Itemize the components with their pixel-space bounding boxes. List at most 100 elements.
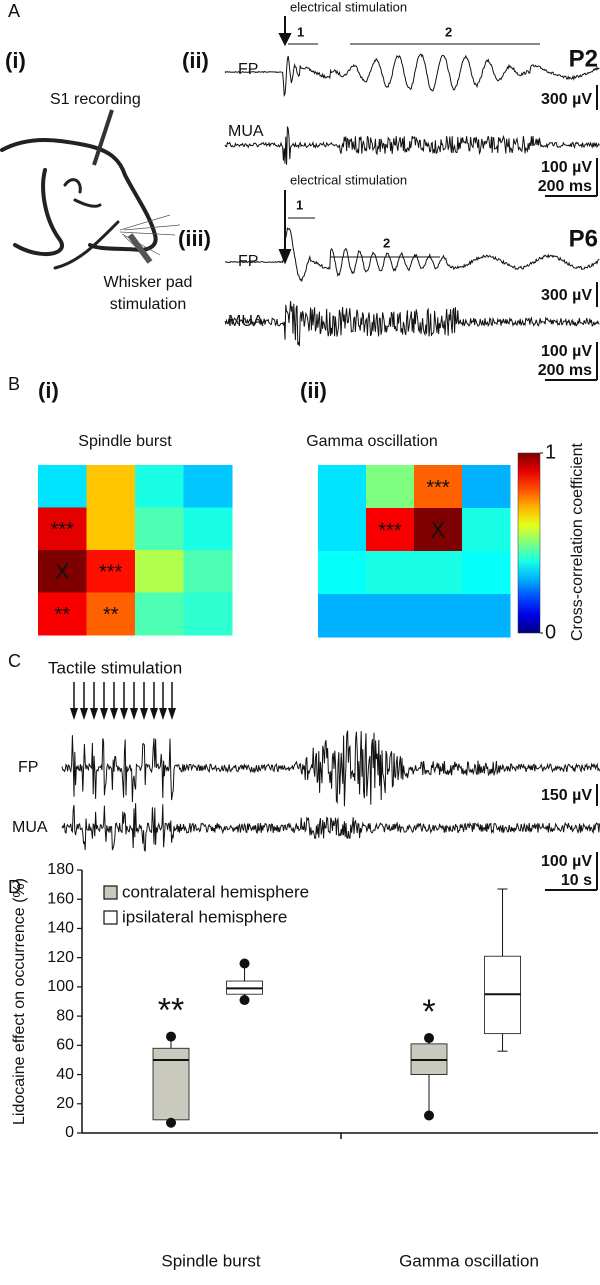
sub-label: (i) [38, 378, 59, 403]
heatmap-cell [183, 507, 233, 551]
heatmap-cell [462, 551, 511, 595]
traces [224, 53, 600, 347]
heatmap-cell [366, 465, 415, 509]
y-tick-label: 100 [47, 978, 74, 995]
heatmap-cell [318, 594, 367, 638]
heatmap-cell [38, 550, 87, 593]
stim-arrowhead [70, 708, 78, 720]
stim-electrode [127, 233, 153, 264]
heatmap-cell [462, 508, 511, 552]
heatmap-cell [86, 550, 136, 593]
stim-arrowhead [100, 708, 108, 720]
scale-label: 100 µV [541, 159, 592, 176]
trace [224, 300, 600, 347]
heatmap-cell [183, 592, 233, 636]
sub-label: (i) [5, 48, 26, 73]
panel-label: B [8, 374, 20, 394]
heatmap-cell [135, 592, 184, 636]
x-tick-label: Gamma oscillation [399, 1251, 539, 1270]
significance: *** [51, 519, 75, 541]
period-label: 2 [383, 235, 390, 250]
panel-label: A [8, 1, 20, 21]
colorbar-tick-label: 1 [545, 441, 556, 463]
significance: X [431, 517, 446, 542]
legend-label: contralateral hemisphere [122, 882, 309, 901]
heatmap-cell [462, 594, 511, 638]
colorbar-tick-label: 0 [545, 621, 556, 643]
y-tick-label: 80 [56, 1007, 74, 1024]
heatmaps: Spindle burst***X ***** **Gamma oscillatio… [38, 433, 586, 643]
y-tick-label: 0 [65, 1124, 74, 1141]
trace-label: FP [238, 61, 258, 78]
y-tick-label: 160 [47, 890, 74, 907]
extreme-dot [424, 1033, 435, 1044]
x-tick-label: Spindle burst [161, 1251, 261, 1270]
age-label: P6 [569, 225, 598, 252]
trace [224, 227, 600, 283]
sub-label: (ii) [182, 48, 209, 73]
heatmap-cell [318, 465, 367, 509]
significance: * [422, 993, 435, 1031]
rat-drawing [0, 138, 158, 270]
scale-label: 300 µV [541, 287, 592, 304]
traces [61, 682, 600, 853]
scale-label: 10 s [561, 872, 592, 889]
period-label: 1 [296, 197, 303, 212]
stim-arrowhead [130, 708, 138, 720]
scale-label: 300 µV [541, 91, 592, 108]
heatmap-cell [366, 594, 415, 638]
legend-label: ipsilateral hemisphere [122, 907, 287, 926]
stim-arrowhead [159, 708, 167, 720]
annotation: S1 recording [50, 91, 141, 108]
heatmap-cell [318, 508, 367, 552]
heatmap-cell [183, 550, 233, 593]
y-tick-label: 60 [56, 1037, 74, 1054]
significance: ** [103, 604, 119, 626]
heatmap-cell [183, 465, 233, 508]
stim-arrowhead [110, 708, 118, 720]
heatmap-cell [366, 551, 415, 595]
significance: ** [54, 604, 70, 626]
y-tick-label: 40 [56, 1066, 74, 1083]
heatmap-cell [414, 594, 463, 638]
annotation: electrical stimulation [290, 172, 407, 187]
legend-swatch [103, 910, 118, 925]
colorbar-label: Cross-correlation coefficient [569, 442, 586, 641]
period-label: 2 [445, 24, 452, 39]
stim-arrowhead [150, 708, 158, 720]
trace-label: MUA [228, 123, 264, 140]
heatmap-cell [86, 465, 136, 508]
annotation: electrical stimulation [290, 0, 407, 14]
y-tick-label: 140 [47, 920, 74, 937]
stim-arrowhead [140, 708, 148, 720]
stim-arrowhead [120, 708, 128, 720]
trace [61, 803, 600, 853]
sub-label: (ii) [300, 378, 327, 403]
extreme-dot [166, 1117, 177, 1128]
y-tick-label: 180 [47, 861, 74, 878]
stim-arrowhead [80, 708, 88, 720]
significance: ** [158, 992, 184, 1030]
scale-label: 150 µV [541, 787, 592, 804]
electrode [92, 109, 114, 166]
scale-label: 200 ms [538, 178, 592, 195]
y-tick-label: 120 [47, 949, 74, 966]
heatmap-cell [414, 465, 463, 509]
panel-label: D [8, 877, 21, 897]
box-chart: 0 20 40 60 80 100 120 140 160 180 Lidocaine effect… [11, 861, 598, 1270]
extreme-dot [166, 1031, 177, 1042]
trace [224, 53, 600, 98]
heatmap-cell [38, 507, 87, 551]
y-tick-label: 20 [56, 1095, 74, 1112]
heatmap-cell [135, 507, 184, 551]
legend-swatch [103, 885, 118, 900]
scale-bars [545, 784, 598, 891]
scale-label: 100 µV [541, 853, 592, 870]
stim-arrowhead [168, 708, 176, 720]
extreme-dot [424, 1110, 435, 1121]
trace [224, 126, 600, 165]
y-axis-title: Lidocaine effect on occurrence (%) [11, 878, 28, 1125]
heatmap-cell [318, 551, 367, 595]
heatmap-cell [135, 465, 184, 508]
